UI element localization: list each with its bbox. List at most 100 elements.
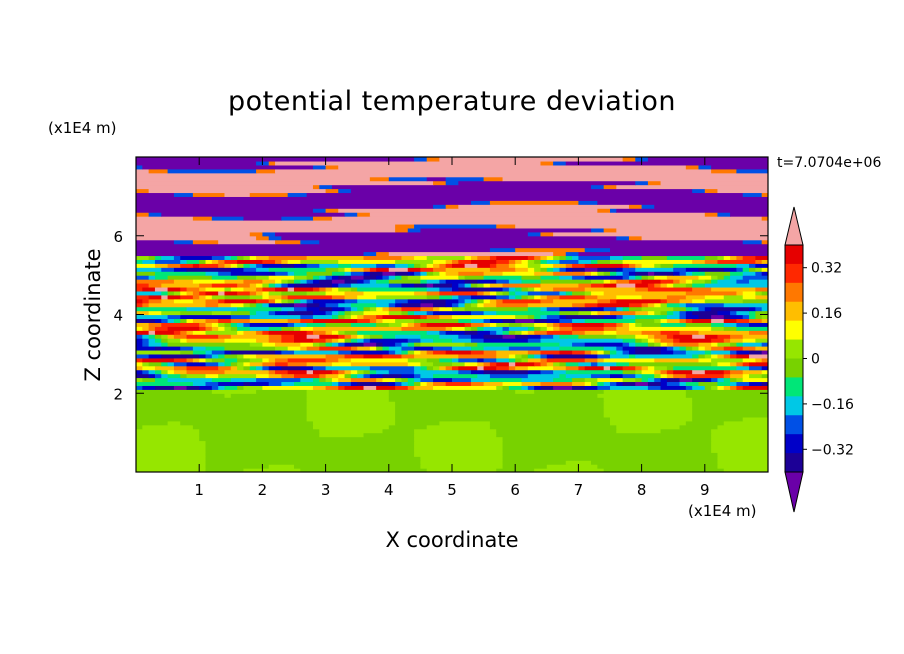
- contour-cell: [540, 279, 592, 284]
- contour-cell: [211, 326, 219, 331]
- contour-cell: [388, 369, 415, 375]
- contour-cell: [211, 377, 232, 383]
- contour-cell: [154, 271, 207, 276]
- contour-cell: [136, 369, 143, 375]
- contour-cell: [660, 349, 674, 355]
- contour-cell: [401, 306, 421, 312]
- contour-cell: [300, 468, 428, 472]
- contour-cell: [281, 306, 295, 312]
- contour-cell: [458, 294, 472, 300]
- contour-cell: [243, 279, 263, 284]
- contour-cell: [508, 279, 523, 284]
- contour-cell: [344, 310, 352, 316]
- contour-cell: [730, 334, 744, 339]
- contour-cell: [357, 369, 365, 375]
- contour-cell: [205, 259, 213, 264]
- contour-cell: [230, 365, 238, 371]
- contour-cell: [591, 460, 719, 465]
- contour-cell: [161, 334, 169, 339]
- contour-cell: [230, 326, 238, 331]
- contour-cell: [572, 330, 586, 335]
- contour-cell: [199, 290, 207, 296]
- contour-cell: [553, 365, 567, 371]
- contour-cell: [148, 310, 162, 316]
- contour-cell: [369, 279, 377, 284]
- contour-cell: [420, 267, 434, 272]
- contour-cell: [647, 377, 655, 383]
- contour-cell: [685, 373, 725, 379]
- contour-cell: [439, 365, 447, 371]
- contour-cell: [243, 255, 251, 260]
- contour-cell: [635, 377, 643, 383]
- contour-cell: [180, 420, 314, 426]
- contour-cell: [287, 318, 301, 323]
- contour-cell: [534, 389, 605, 394]
- contour-cell: [148, 294, 162, 300]
- contour-cell: [312, 164, 327, 170]
- contour-cell: [654, 369, 662, 375]
- contour-cell: [597, 267, 617, 272]
- contour-cell: [331, 279, 346, 284]
- contour-cell: [603, 227, 617, 233]
- contour-cell: [426, 283, 434, 288]
- contour-cell: [666, 318, 681, 323]
- contour-cell: [161, 346, 181, 351]
- contour-cell: [186, 365, 219, 371]
- contour-cell: [268, 302, 282, 308]
- contour-cell: [452, 365, 459, 371]
- contour-cell: [660, 342, 668, 347]
- y-tick-label: 6: [113, 228, 123, 246]
- contour-cell: [420, 381, 428, 386]
- contour-cell: [344, 330, 358, 335]
- contour-cell: [502, 290, 510, 296]
- contour-cell: [218, 290, 226, 296]
- contour-cell: [477, 373, 491, 379]
- contour-cell: [192, 279, 226, 284]
- contour-cell: [154, 255, 162, 260]
- contour-cell: [673, 283, 687, 288]
- x-tick-label: 1: [194, 481, 204, 499]
- contour-cell: [268, 365, 282, 371]
- contour-cell: [736, 310, 750, 316]
- contour-cell: [622, 381, 636, 386]
- contour-cell: [464, 263, 478, 268]
- contour-cell: [527, 357, 542, 363]
- contour-cell: [635, 365, 643, 371]
- contour-cell: [300, 279, 308, 284]
- contour-cell: [622, 306, 630, 312]
- contour-cell: [584, 263, 624, 268]
- contour-cell: [382, 377, 396, 383]
- contour-cell: [439, 286, 453, 292]
- contour-cell: [673, 263, 737, 268]
- contour-cell: [496, 290, 504, 296]
- contour-cell: [363, 255, 403, 260]
- contour-cell: [382, 334, 396, 339]
- contour-cell: [262, 263, 282, 268]
- contour-cell: [211, 255, 226, 260]
- contour-cell: [173, 318, 181, 323]
- contour-cell: [173, 334, 188, 339]
- contour-cell: [742, 373, 750, 379]
- contour-cell: [243, 302, 251, 308]
- contour-cell: [256, 353, 327, 359]
- contour-cell: [666, 302, 681, 308]
- contour-cell: [275, 349, 282, 355]
- contour-cell: [142, 365, 156, 371]
- contour-cell: [553, 160, 567, 166]
- contour-cell: [180, 286, 188, 292]
- contour-cell: [205, 464, 270, 469]
- contour-cell: [249, 381, 270, 386]
- contour-cell: [136, 361, 143, 367]
- contour-cell: [553, 255, 561, 260]
- contour-cell: [401, 353, 415, 359]
- contour-cell: [508, 290, 516, 296]
- contour-cell: [376, 279, 390, 284]
- contour-cell: [312, 318, 358, 323]
- contour-cell: [521, 357, 529, 363]
- contour-cell: [136, 220, 768, 225]
- contour-cell: [199, 326, 207, 331]
- contour-cell: [414, 318, 459, 323]
- contour-cell: [136, 440, 207, 446]
- contour-cell: [736, 267, 744, 272]
- contour-cell: [458, 271, 485, 276]
